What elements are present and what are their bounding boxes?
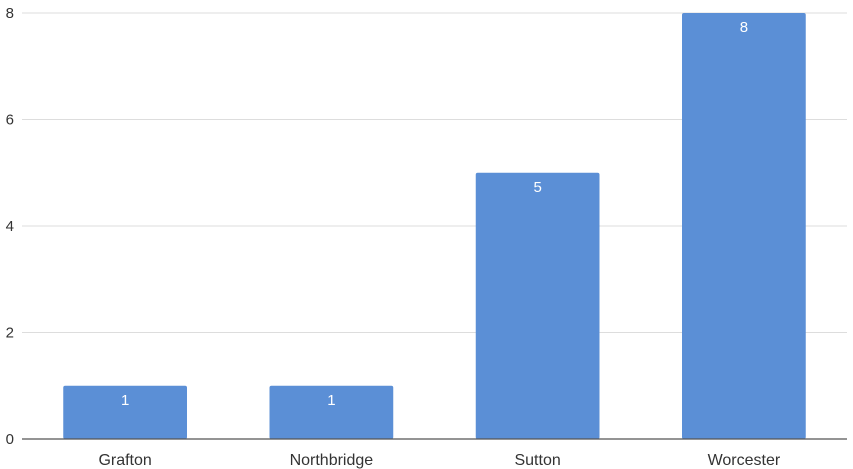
x-tick-label: Northbridge — [290, 452, 374, 469]
data-label: 1 — [121, 392, 129, 409]
y-tick-label: 8 — [6, 5, 14, 22]
bar — [63, 385, 187, 439]
y-tick-label: 2 — [6, 325, 14, 342]
data-label: 1 — [327, 392, 335, 409]
x-axis-category-labels: Grafton Northbridge Sutton Worcester — [98, 452, 780, 469]
x-tick-label: Grafton — [98, 452, 151, 469]
data-label: 5 — [533, 179, 541, 196]
data-label: 8 — [740, 19, 748, 36]
data-labels: 1 1 5 8 — [121, 19, 748, 409]
bars — [63, 13, 806, 439]
y-tick-label: 6 — [6, 112, 14, 129]
y-tick-label: 0 — [6, 431, 14, 448]
bar — [682, 13, 806, 439]
y-tick-label: 4 — [6, 218, 14, 235]
y-axis-tick-labels: 0 2 4 6 8 — [6, 5, 14, 448]
x-tick-label: Sutton — [514, 452, 560, 469]
bar — [475, 172, 600, 439]
x-tick-label: Worcester — [708, 452, 781, 469]
bar — [269, 385, 394, 439]
